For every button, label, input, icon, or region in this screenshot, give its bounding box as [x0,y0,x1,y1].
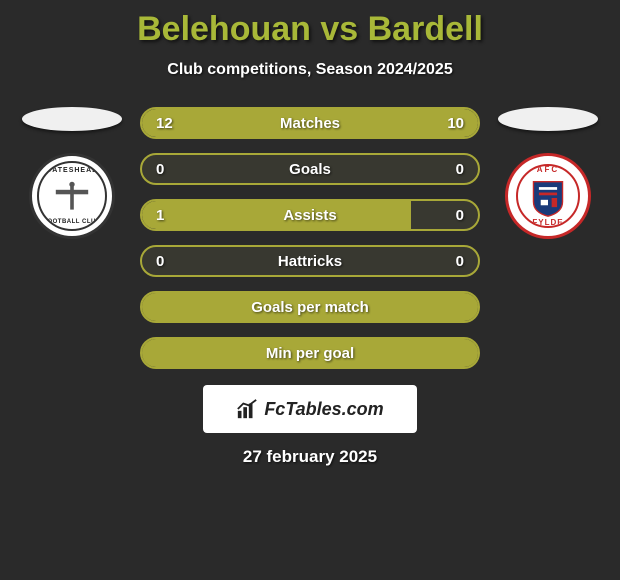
left-player-column: GATESHEAD FOOTBALL CLUB [22,107,122,239]
stat-label: Hattricks [142,253,478,270]
stat-row-min-per-goal: Min per goal [140,337,480,369]
stat-label: Matches [142,115,478,132]
right-club-badge: AFC FYLDE [505,153,591,239]
right-player-silhouette [498,107,598,131]
stat-label: Goals per match [142,299,478,316]
chart-icon [236,398,258,420]
main-container: Belehouan vs Bardell Club competitions, … [0,0,620,580]
left-club-badge: GATESHEAD FOOTBALL CLUB [29,153,115,239]
angel-icon [54,179,90,215]
gateshead-badge-inner: GATESHEAD FOOTBALL CLUB [37,161,107,231]
watermark-text: FcTables.com [264,399,383,420]
stat-row-hattricks: 00Hattricks [140,245,480,277]
gateshead-label-top: GATESHEAD [39,167,105,174]
stat-row-assists: 10Assists [140,199,480,231]
stat-label: Goals [142,161,478,178]
page-title: Belehouan vs Bardell [137,10,483,49]
right-player-column: AFC FYLDE [498,107,598,239]
fylde-badge-inner: AFC FYLDE [516,164,580,228]
fylde-label-top: AFC [518,165,578,174]
stat-row-goals: 00Goals [140,153,480,185]
stat-label: Min per goal [142,345,478,362]
comparison-area: GATESHEAD FOOTBALL CLUB 1210Matches 00Goa… [0,107,620,369]
page-subtitle: Club competitions, Season 2024/2025 [167,61,452,79]
left-player-silhouette [22,107,122,131]
date-label: 27 february 2025 [243,447,377,467]
fylde-label-bottom: FYLDE [518,218,578,227]
shield-icon [529,178,567,218]
gateshead-label-bottom: FOOTBALL CLUB [39,219,105,225]
stats-column: 1210Matches 00Goals 10Assists 00Hattricks Go… [140,107,480,369]
stat-row-goals-per-match: Goals per match [140,291,480,323]
watermark-badge[interactable]: FcTables.com [203,385,417,433]
stat-label: Assists [142,207,478,224]
stat-row-matches: 1210Matches [140,107,480,139]
